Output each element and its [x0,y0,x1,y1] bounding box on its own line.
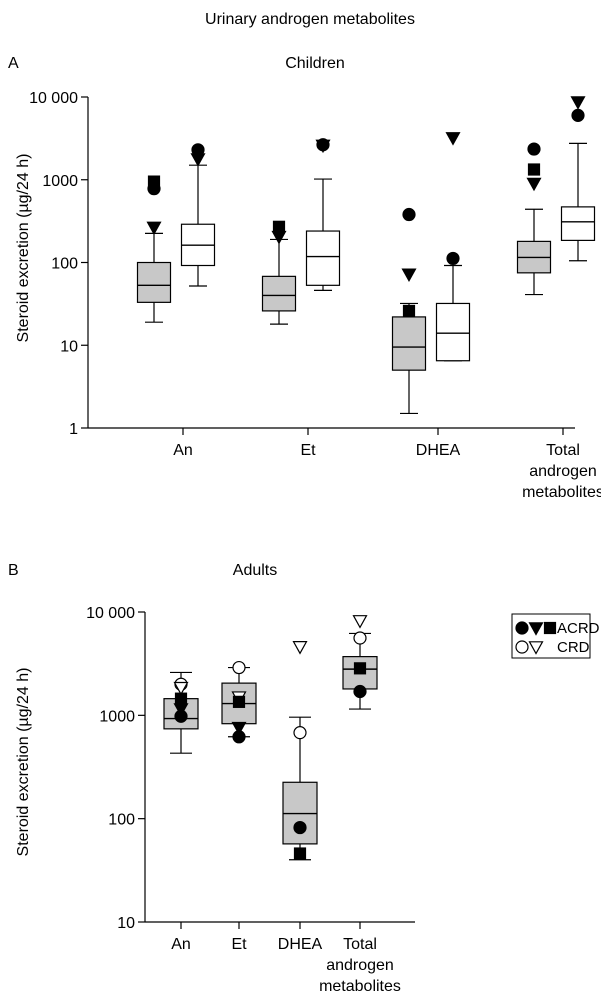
y-tick-label: 10 [117,915,135,932]
y-tick-label: 1000 [42,173,78,190]
point-square-marker [232,695,246,708]
x-category-label: Total [546,442,580,459]
box-acrd [221,660,257,744]
x-category-label: Total [343,936,377,953]
y-tick-label: 1 [69,421,78,438]
outlier-triangle-marker [401,268,417,283]
point-circle-marker [353,684,367,699]
point-square-marker [353,662,367,675]
outlier-triangle-marker [570,96,586,110]
outlier-triangle-marker [271,230,287,245]
box-crd [180,143,216,287]
x-category-label: DHEA [278,936,323,953]
x-category-label: androgen [529,463,597,480]
box-crd [305,138,341,292]
y-tick-label: 10 000 [86,605,135,622]
box-acrd [516,142,552,296]
legend: ACRD CRD [511,613,600,659]
box-acrd [136,175,172,323]
box-crd [435,132,471,362]
legend-acrd-triangle-marker [528,622,544,636]
y-tick-label: 10 [60,338,78,355]
legend-acrd-square-marker [543,621,557,635]
legend-crd-circle-marker [515,640,529,654]
legend-acrd-label: ACRD [557,620,600,637]
panel-b: B Adults Steroid excretion (µg/24 h) 101… [8,562,415,995]
box-acrd [282,641,318,861]
legend-acrd-circle-marker [515,621,529,635]
panel-a-y-axis-label: Steroid excretion (µg/24 h) [15,154,32,343]
x-category-label: DHEA [416,442,461,459]
point-triangle_open-marker [352,615,368,629]
outlier-square-marker [272,220,286,233]
box-iqr [391,316,427,371]
x-category-label: An [171,936,191,953]
legend-symbols [515,621,557,655]
y-tick-label: 10 000 [29,90,78,107]
point-circle-marker [293,820,307,835]
outlier-circle-marker [446,251,460,266]
point-circle_open-marker [232,660,246,675]
point-circle_open-marker [353,631,367,645]
box-iqr [305,230,341,286]
outlier-circle-marker [571,108,585,122]
panel-a-title: Children [285,55,345,72]
panel-a: A Children Steroid excretion (µg/24 h) 1… [8,55,601,501]
point-circle-marker [232,730,246,744]
panel-b-plot: 10 100 1000 10 000 An Et DHEA Total androgen meta… [86,605,415,995]
box-iqr [261,275,297,312]
box-iqr [560,206,596,241]
point-circle_open-marker [293,726,307,740]
legend-crd-triangle-marker [528,641,544,655]
point-square-marker [174,692,188,705]
outlier-triangle-marker [445,132,461,146]
x-category-label: Et [300,442,316,459]
outlier-circle-marker [402,207,416,222]
outlier-triangle-marker [315,139,331,154]
box-iqr [136,261,172,303]
panel-b-letter: B [8,562,19,579]
point-square-marker [293,847,307,860]
outlier-square-marker [527,163,541,176]
y-tick-label: 100 [108,812,135,829]
panel-b-title: Adults [233,562,277,579]
x-category-label: An [173,442,193,459]
point-triangle_open-marker [292,641,308,655]
y-tick-label: 100 [51,256,78,273]
box-acrd [163,671,199,754]
box-acrd [391,207,427,415]
box-crd [560,96,596,262]
box-acrd [342,615,378,710]
panel-a-plot: 1 10 100 1000 10 000 An Et Total androgen metabol… [29,90,601,501]
point-triangle_open-marker [173,681,189,696]
box-acrd [261,220,297,325]
x-category-label: metabolites [522,484,601,501]
figure-title: Urinary androgen metabolites [205,11,415,28]
panel-a-letter: A [8,55,19,72]
outlier-triangle-marker [526,177,542,192]
point-circle-marker [174,709,188,723]
outlier-triangle-marker [146,221,162,236]
x-category-label: metabolites [319,978,401,995]
x-category-label: androgen [326,957,394,974]
box-iqr [435,302,471,362]
outlier-triangle-marker [190,153,206,167]
panel-b-y-axis-label: Steroid excretion (µg/24 h) [15,668,32,857]
outlier-square-marker [402,304,416,318]
point-triangle-marker [231,721,247,736]
outlier-circle-marker [147,182,161,196]
x-category-label: Et [231,936,247,953]
outlier-circle-marker [527,142,541,156]
y-tick-label: 1000 [99,708,135,725]
legend-crd-label: CRD [557,639,590,656]
